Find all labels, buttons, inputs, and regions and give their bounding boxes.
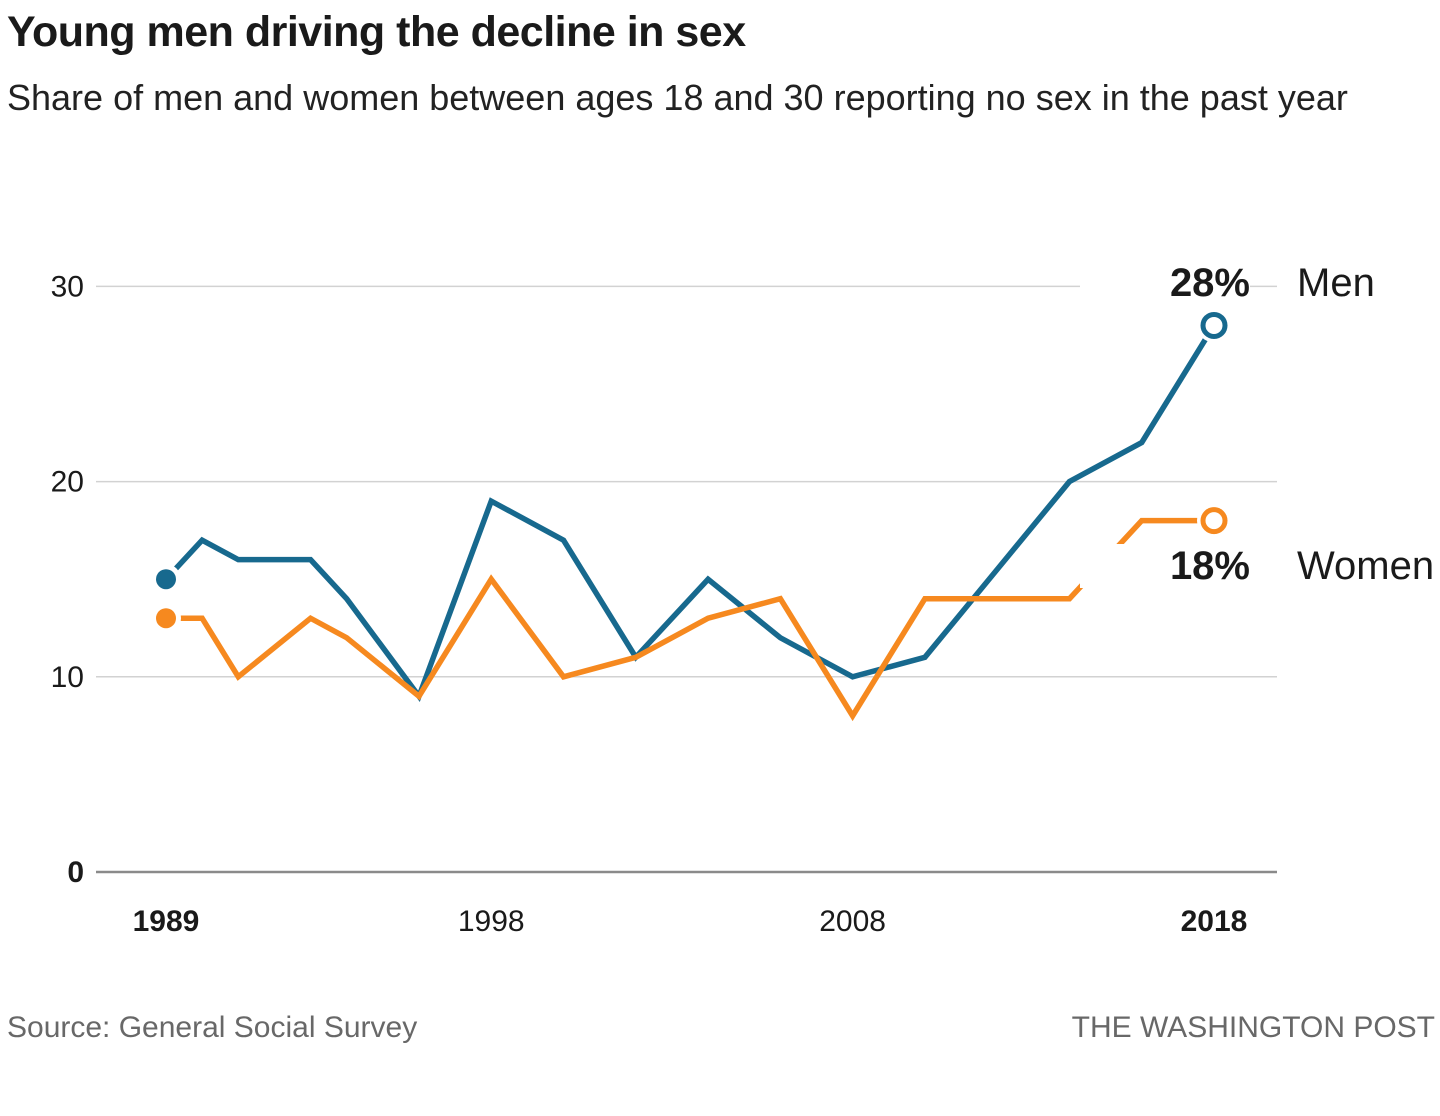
y-tick-label-10: 10	[51, 661, 84, 694]
women-line	[166, 517, 1215, 722]
x-tick-label-2008: 2008	[819, 905, 886, 938]
x-tick-label-2018: 2018	[1181, 905, 1248, 938]
publisher-credit: THE WASHINGTON POST	[1071, 1011, 1435, 1044]
x-tick-label-1989: 1989	[133, 905, 200, 938]
x-tick-label-1998: 1998	[458, 905, 525, 938]
men-start-dot	[156, 569, 176, 590]
women-series-label: Women	[1297, 544, 1435, 588]
y-tick-label-20: 20	[51, 466, 84, 499]
women-end-circle	[1200, 507, 1228, 535]
men-end-value: 28%	[1080, 261, 1250, 305]
men-line	[163, 323, 1217, 703]
chart-subtitle: Share of men and women between ages 18 a…	[7, 77, 1348, 118]
y-tick-label-30: 30	[51, 270, 84, 303]
women-start-dot	[156, 608, 176, 629]
chart-title: Young men driving the decline in sex	[7, 8, 746, 56]
y-tick-label-0: 0	[67, 856, 84, 889]
men-end-circle	[1200, 311, 1228, 339]
source-note: Source: General Social Survey	[7, 1011, 418, 1044]
men-series-label: Men	[1297, 261, 1375, 305]
women-end-value: 18%	[1080, 544, 1250, 588]
